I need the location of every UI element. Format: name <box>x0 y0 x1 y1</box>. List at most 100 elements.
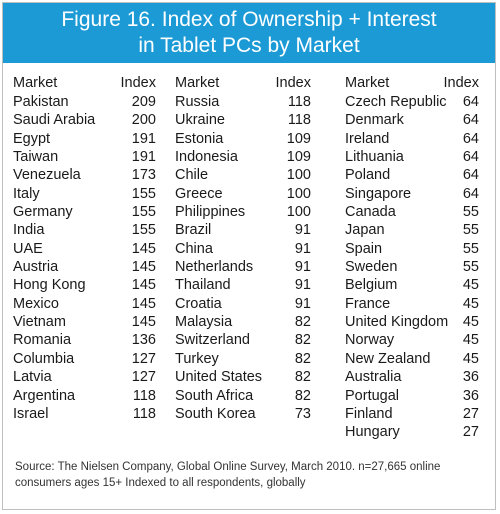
index-value: 118 <box>287 94 311 110</box>
table-row: Denmark 64 <box>345 111 479 129</box>
index-value: 109 <box>286 149 311 166</box>
index-value: 109 <box>286 130 311 147</box>
market-name: Finland <box>345 405 393 422</box>
table-row: Austria 145 <box>13 258 156 276</box>
table-row: Croatia 91 <box>175 295 311 313</box>
market-name: Poland <box>345 167 391 184</box>
index-value: 91 <box>294 295 311 312</box>
market-name: Norway <box>345 332 395 349</box>
market-name: Brazil <box>175 222 212 239</box>
market-name: Belgium <box>345 277 398 294</box>
index-value: 191 <box>131 149 156 166</box>
figure-header: Figure 16. Index of Ownership + Interest… <box>3 3 495 63</box>
index-value: 155 <box>131 204 156 221</box>
market-name: United States <box>175 369 263 386</box>
table-row: Vietnam 145 <box>13 313 156 331</box>
table-row: Estonia 109 <box>175 130 311 148</box>
market-name: Columbia <box>13 350 75 367</box>
index-value: 45 <box>462 295 479 312</box>
market-name: Spain <box>345 240 383 257</box>
table-row: Belgium 45 <box>345 276 479 294</box>
table-row: Greece 100 <box>175 185 311 203</box>
table-row: Poland 64 <box>345 166 479 184</box>
table-row: Japan 55 <box>345 221 479 239</box>
index-value: 91 <box>294 277 311 294</box>
market-name: Turkey <box>175 350 219 367</box>
index-value: 200 <box>131 112 156 129</box>
market-name: Denmark <box>345 112 404 129</box>
market-name: South Africa <box>175 387 254 404</box>
market-name: Argentina <box>13 387 76 404</box>
market-name: Sweden <box>345 259 398 276</box>
market-name: Japan <box>345 222 385 239</box>
market-name: Egypt <box>13 130 51 147</box>
index-value: 118 <box>132 387 156 404</box>
market-name: Netherlands <box>175 259 254 276</box>
table-row: Indonesia 109 <box>175 148 311 166</box>
market-name: Malaysia <box>175 314 233 331</box>
table-row: Venezuela 173 <box>13 166 156 184</box>
market-name: Portugal <box>345 387 400 404</box>
index-value: 55 <box>462 240 479 257</box>
market-name: Pakistan <box>13 94 69 110</box>
source-note: Source: The Nielsen Company, Global Onli… <box>15 461 441 489</box>
index-value: 64 <box>462 167 479 184</box>
index-value: 82 <box>294 350 311 367</box>
figure-frame: Figure 16. Index of Ownership + Interest… <box>2 2 496 510</box>
table-row: Australia 36 <box>345 368 479 386</box>
table-row: Netherlands 91 <box>175 258 311 276</box>
table-row: UAE 145 <box>13 240 156 258</box>
index-value: 64 <box>462 185 479 202</box>
market-name: Thailand <box>175 277 231 294</box>
market-name: Italy <box>13 185 40 202</box>
index-value: 55 <box>462 259 479 276</box>
market-name: Croatia <box>175 295 222 312</box>
table-row: South Korea 73 <box>175 405 311 423</box>
market-name: New Zealand <box>345 350 431 367</box>
index-value: 45 <box>462 332 479 349</box>
table-column-2: Market Index Russia 118 Ukraine 118 Estonia 109… <box>175 73 311 423</box>
table-row: India 155 <box>13 221 156 239</box>
index-value: 45 <box>462 314 479 331</box>
market-name: South Korea <box>175 405 256 422</box>
table-row: Finland 27 <box>345 405 479 423</box>
market-name: Hong Kong <box>13 277 86 294</box>
market-name: Ukraine <box>175 112 225 129</box>
market-name: Austria <box>13 259 59 276</box>
table-column-1: Market Index Pakistan 209 Saudi Arabia 200 Egy… <box>13 73 156 423</box>
table-row: Hong Kong 145 <box>13 276 156 294</box>
market-name: UAE <box>13 240 43 257</box>
table-row: Germany 155 <box>13 203 156 221</box>
table-row: China 91 <box>175 240 311 258</box>
market-name: Latvia <box>13 369 52 386</box>
table-row: Taiwan 191 <box>13 148 156 166</box>
market-name: Indonesia <box>175 149 238 166</box>
table-row: Malaysia 82 <box>175 313 311 331</box>
table-row: Lithuania 64 <box>345 148 479 166</box>
column-header-index: Index <box>443 75 479 91</box>
index-value: 82 <box>294 369 311 386</box>
index-value: 91 <box>294 240 311 257</box>
table-row: Chile 100 <box>175 166 311 184</box>
market-name: China <box>175 240 213 257</box>
index-value: 27 <box>462 405 479 422</box>
column-header-market: Market <box>175 75 220 91</box>
market-name: Singapore <box>345 185 412 202</box>
market-name: Israel <box>13 405 49 422</box>
table-row: Brazil 91 <box>175 221 311 239</box>
index-value: 64 <box>462 149 479 166</box>
table-row: Ukraine 118 <box>175 111 311 129</box>
table-row: United States 82 <box>175 368 311 386</box>
market-name: Ireland <box>345 130 390 147</box>
index-value: 145 <box>131 295 156 312</box>
market-name: Lithuania <box>345 149 404 166</box>
index-value: 64 <box>462 130 479 147</box>
index-value: 45 <box>462 350 479 367</box>
index-value: 145 <box>131 277 156 294</box>
table-header-row: Market Index <box>345 73 479 93</box>
market-name: Chile <box>175 167 209 184</box>
table-row: Romania 136 <box>13 331 156 349</box>
table-row: Norway 45 <box>345 331 479 349</box>
index-value: 118 <box>287 112 311 129</box>
market-name: India <box>13 222 45 239</box>
